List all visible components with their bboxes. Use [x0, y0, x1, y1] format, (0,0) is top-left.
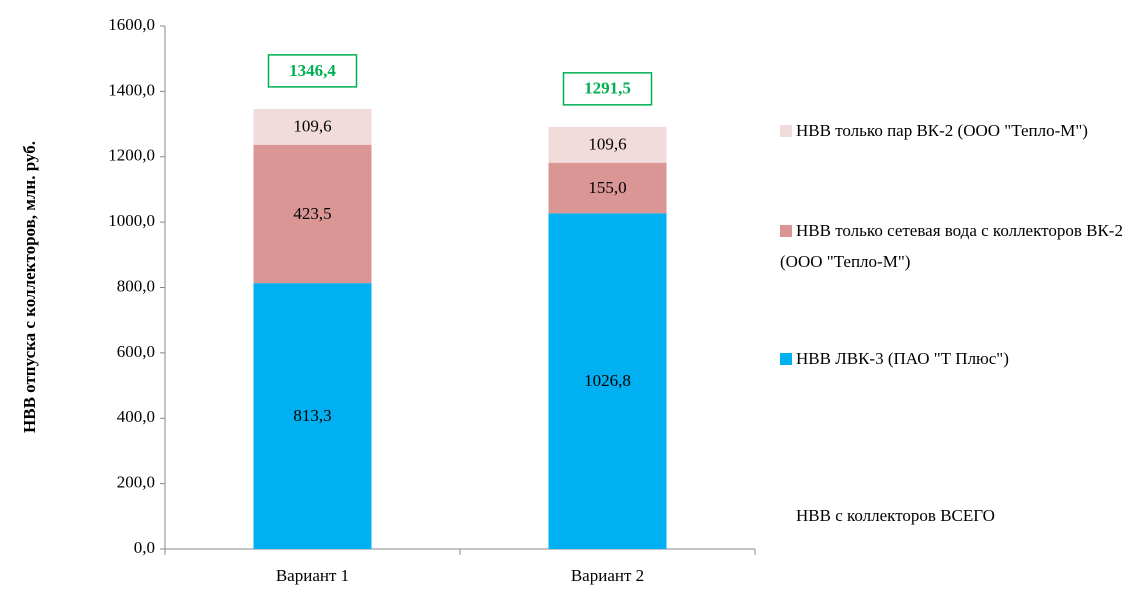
legend-entry: НВВ с коллекторов ВСЕГО — [796, 500, 1147, 531]
bar-segment — [253, 108, 372, 145]
bar-segment — [253, 144, 372, 284]
value-label: 423,5 — [293, 204, 331, 223]
legend-label: НВВ с коллекторов ВСЕГО — [796, 506, 995, 525]
total-box — [562, 72, 653, 106]
y-tick-label: 1200,0 — [108, 146, 155, 165]
value-label: 109,6 — [293, 117, 331, 136]
legend-marker — [780, 125, 792, 137]
legend-marker — [780, 225, 792, 237]
y-tick-label: 1600,0 — [108, 15, 155, 34]
y-tick-label: 200,0 — [117, 473, 155, 492]
y-tick-label: 800,0 — [117, 276, 155, 295]
total-box — [267, 54, 358, 88]
y-tick-label: 400,0 — [117, 407, 155, 426]
x-tick-label: Вариант 2 — [571, 566, 644, 585]
legend-entry: НВВ только пар ВК-2 (ООО "Тепло-М") — [780, 115, 1140, 146]
value-label: 109,6 — [588, 135, 626, 154]
total-label: 1346,4 — [289, 61, 336, 80]
y-tick-label: 0,0 — [134, 538, 155, 557]
y-axis-title: НВВ отпуска с коллекторов, млн. руб. — [20, 141, 39, 433]
legend-label: НВВ ЛВК-3 (ПАО "Т Плюс") — [796, 349, 1009, 368]
legend-marker — [780, 353, 792, 365]
legend-label: НВВ только пар ВК-2 (ООО "Тепло-М") — [796, 121, 1088, 140]
bar-segment — [253, 283, 372, 549]
value-label: 155,0 — [588, 178, 626, 197]
legend-label: НВВ только сетевая вода с коллекторов ВК… — [780, 221, 1123, 271]
bar-segment — [548, 213, 667, 549]
bar-segment — [548, 126, 667, 163]
y-tick-label: 1000,0 — [108, 211, 155, 230]
bar-segment — [548, 162, 667, 214]
total-label: 1291,5 — [584, 79, 631, 98]
value-label: 813,3 — [293, 406, 331, 425]
y-tick-label: 600,0 — [117, 342, 155, 361]
legend-entry: НВВ только сетевая вода с коллекторов ВК… — [780, 215, 1140, 277]
value-label: 1026,8 — [584, 371, 631, 390]
y-tick-label: 1400,0 — [108, 80, 155, 99]
x-tick-label: Вариант 1 — [276, 566, 349, 585]
legend-entry: НВВ ЛВК-3 (ПАО "Т Плюс") — [780, 343, 1140, 374]
